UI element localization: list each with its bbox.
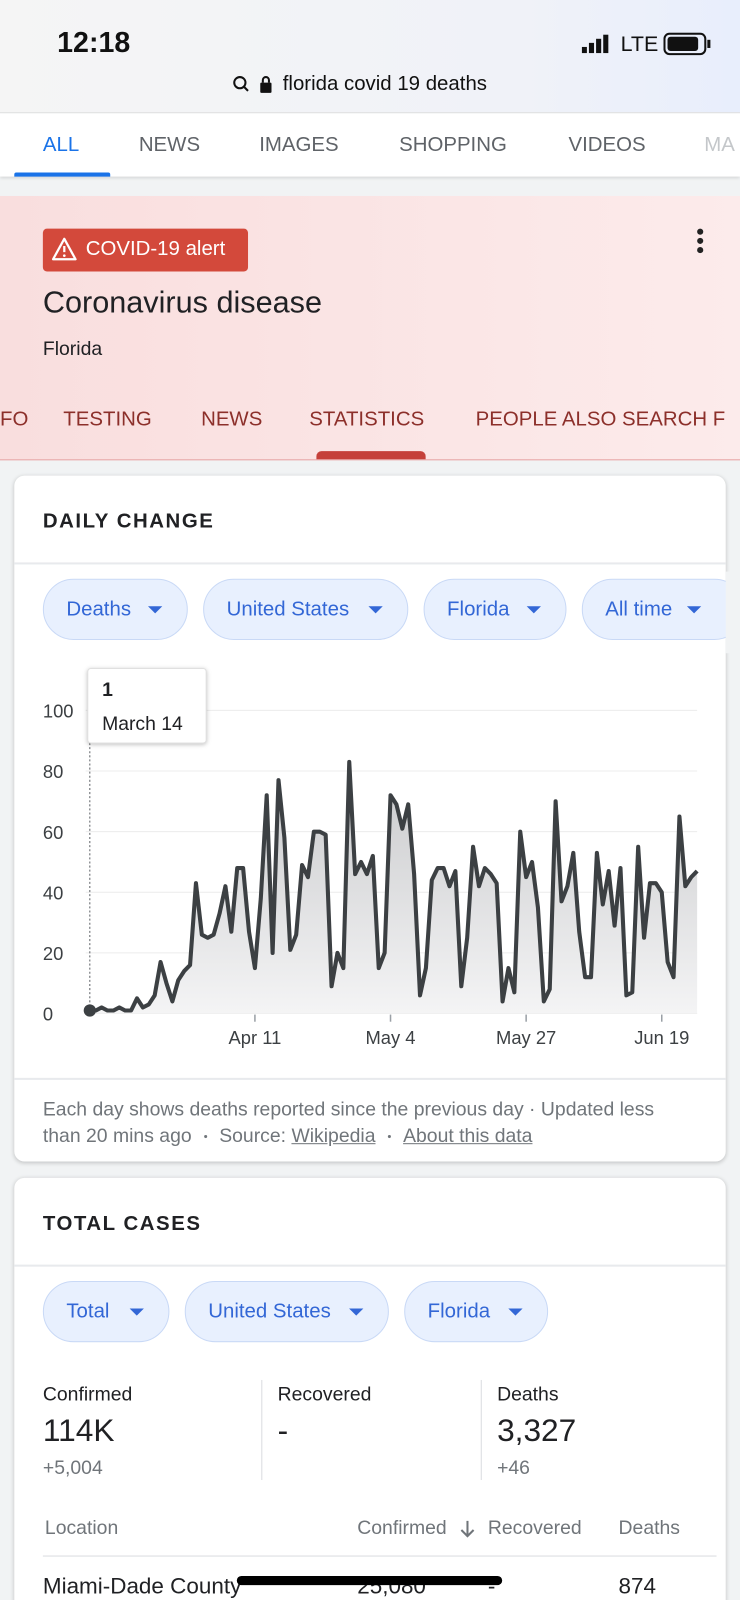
subtab[interactable]: FO [0, 408, 29, 431]
tab[interactable]: VIDEOS [568, 133, 646, 157]
top-bar [0, 0, 740, 114]
tooltip-value: 1 [102, 679, 113, 701]
subtitle: Florida [42, 338, 103, 361]
line [89, 759, 699, 1013]
tab-bar [0, 113, 740, 177]
divider [14, 562, 726, 565]
stat-label: Recovered [277, 1384, 372, 1406]
card-heading: TOTAL CASES [42, 1212, 202, 1236]
divider [480, 1379, 482, 1481]
footnote: Each day shows deaths reported since the… [43, 1097, 696, 1150]
x-tick-label: May 27 [496, 1027, 556, 1048]
subtab[interactable]: TESTING [63, 408, 152, 431]
chip-fade [725, 571, 740, 654]
tooltip-point [83, 1004, 96, 1017]
stat-label: Confirmed [42, 1384, 133, 1406]
more-icon[interactable] [694, 228, 706, 257]
alert-badge [42, 228, 249, 272]
stat-change: +5,004 [42, 1457, 103, 1479]
tab[interactable]: ALL [42, 133, 80, 157]
y-tick-label: 80 [43, 761, 63, 782]
subtab-indicator [316, 451, 426, 460]
y-tick-label: 0 [43, 1004, 53, 1025]
stat-value: 114K [42, 1412, 115, 1449]
divider [261, 1379, 263, 1481]
cell: Miami-Dade County [42, 1572, 242, 1599]
cell: - [487, 1572, 496, 1599]
subtab[interactable]: NEWS [201, 408, 263, 431]
column-header[interactable]: Deaths [618, 1517, 680, 1540]
about-link[interactable]: About this data [403, 1125, 533, 1148]
home-indicator [236, 1575, 503, 1586]
tab[interactable]: SHOPPING [399, 133, 507, 157]
chip-label: Florida [427, 1300, 491, 1323]
address[interactable]: florida covid 19 deaths [282, 72, 488, 95]
stat-value: 3,327 [497, 1412, 577, 1449]
y-tick-label: 100 [43, 701, 74, 722]
total-cases-card [14, 1177, 726, 1600]
clock: 12:18 [57, 26, 131, 59]
y-tick-label: 20 [43, 943, 63, 964]
area [89, 761, 698, 1014]
filter-chip[interactable]: Deaths [42, 578, 188, 640]
tab-indicator [14, 172, 111, 177]
battery-icon [663, 32, 711, 56]
x-tick-label: Apr 11 [229, 1027, 282, 1048]
stat-label: Deaths [497, 1384, 559, 1406]
signal-icon [581, 34, 609, 54]
divider [14, 1077, 726, 1080]
x-tick-label: May 4 [366, 1027, 416, 1048]
alert-label: COVID-19 alert [85, 237, 226, 261]
chip-label: All time [605, 598, 673, 621]
sort-arrow [460, 1520, 475, 1538]
filter-chip[interactable]: All time [581, 578, 740, 640]
chip-label: Florida [447, 598, 510, 621]
tab[interactable]: MA [704, 133, 735, 157]
tab[interactable]: NEWS [138, 133, 201, 157]
cell: 874 [618, 1572, 657, 1599]
source-label: Source: [219, 1125, 287, 1148]
tooltip-box [87, 668, 207, 744]
tooltip-date: March 14 [102, 713, 183, 735]
divider [14, 1264, 726, 1267]
card-heading: DAILY CHANGE [42, 510, 215, 533]
tab[interactable]: IMAGES [259, 133, 339, 157]
divider [42, 1555, 717, 1557]
network: LTE [620, 32, 659, 57]
search-lock-icons [233, 76, 272, 93]
filter-chip[interactable]: Florida [404, 1280, 549, 1343]
chip-label: Total [66, 1300, 110, 1323]
stat-value: - [277, 1412, 289, 1449]
chip-label: Deaths [66, 598, 132, 621]
chart: 0 20 40 60 80 100 Apr 11 May 4 May 27 Jun 19 1 Marc… [43, 668, 699, 1048]
title: Coronavirus disease [42, 285, 323, 320]
column-header[interactable]: Location [44, 1517, 119, 1540]
column-header[interactable]: Confirmed [357, 1517, 447, 1540]
chip-label: United States [208, 1300, 331, 1323]
subtab[interactable]: STATISTICS [309, 408, 425, 431]
filter-chip[interactable]: Florida [423, 578, 567, 640]
warning-icon [51, 237, 77, 261]
filter-chip[interactable]: Total [42, 1280, 170, 1343]
y-tick-label: 40 [43, 882, 63, 903]
stat-change: +46 [497, 1457, 530, 1479]
filter-chip[interactable]: United States [203, 578, 409, 640]
column-header[interactable]: Recovered [487, 1517, 582, 1540]
source-link[interactable]: Wikipedia [291, 1125, 376, 1148]
subtab[interactable]: PEOPLE ALSO SEARCH F [475, 408, 726, 431]
x-tick-label: Jun 19 [634, 1027, 689, 1048]
note: Each day shows deaths reported since the… [42, 1099, 655, 1148]
chip-label: United States [226, 598, 350, 621]
filter-chip[interactable]: United States [184, 1280, 389, 1343]
y-tick-label: 60 [43, 822, 63, 843]
